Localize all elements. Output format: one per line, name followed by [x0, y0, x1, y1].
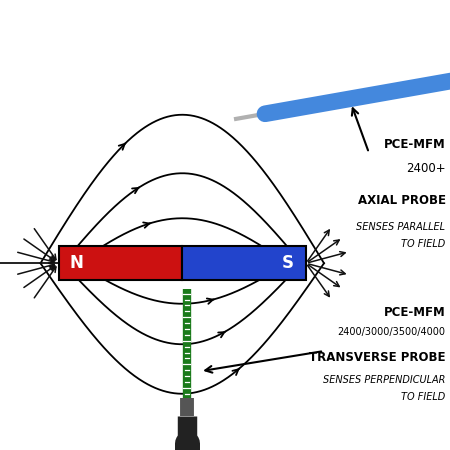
- Text: TO FIELD: TO FIELD: [401, 239, 446, 249]
- Text: SENSES PARALLEL: SENSES PARALLEL: [356, 222, 446, 232]
- FancyBboxPatch shape: [182, 247, 306, 280]
- Text: 2400+: 2400+: [406, 162, 446, 175]
- Text: N: N: [70, 254, 83, 272]
- Text: SENSES PERPENDICULAR: SENSES PERPENDICULAR: [323, 375, 446, 385]
- Text: AXIAL PROBE: AXIAL PROBE: [357, 194, 446, 207]
- Text: S: S: [282, 254, 294, 272]
- Text: PCE-MFM: PCE-MFM: [384, 306, 446, 319]
- Text: TRANSVERSE PROBE: TRANSVERSE PROBE: [309, 351, 446, 364]
- Text: TO FIELD: TO FIELD: [401, 392, 446, 402]
- Text: 2400/3000/3500/4000: 2400/3000/3500/4000: [338, 327, 446, 337]
- FancyBboxPatch shape: [58, 247, 182, 280]
- Text: PCE-MFM: PCE-MFM: [384, 138, 446, 150]
